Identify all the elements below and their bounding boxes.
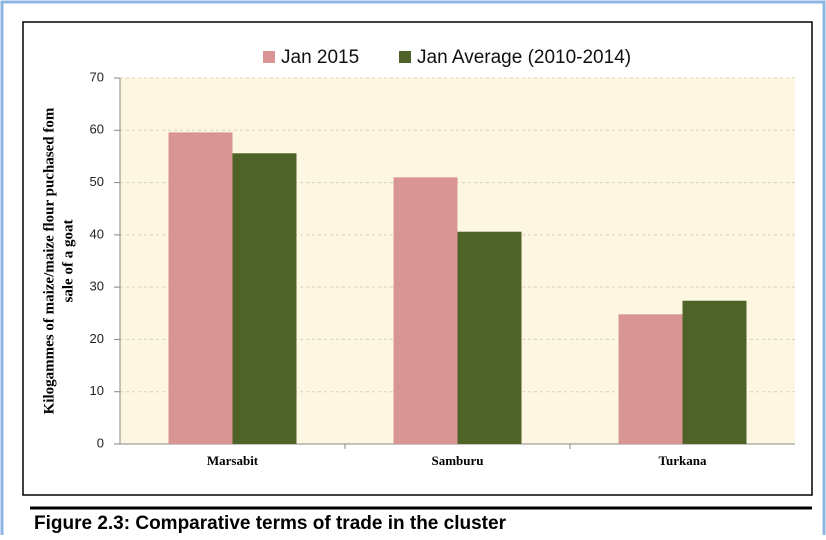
- y-axis-label: Kilogammes of maize/maize flour puchased…: [41, 107, 76, 414]
- bar: [232, 153, 297, 444]
- x-tick-label: Marsabit: [207, 453, 259, 468]
- y-tick-label: 0: [97, 435, 104, 450]
- bar: [618, 314, 683, 444]
- x-tick-label: Samburu: [431, 453, 483, 468]
- bar: [393, 177, 458, 445]
- y-tick-label: 20: [90, 331, 104, 346]
- legend-swatch: [263, 51, 275, 63]
- bar: [457, 231, 522, 444]
- y-tick-label: 10: [90, 383, 104, 398]
- y-axis-label-line: Kilogammes of maize/maize flour puchased…: [41, 107, 57, 414]
- bar: [168, 132, 233, 444]
- caption: Figure 2.3: Comparative terms of trade i…: [34, 513, 507, 534]
- y-tick-label: 30: [90, 279, 104, 294]
- legend-swatch: [399, 51, 411, 63]
- y-tick-label: 40: [90, 226, 104, 241]
- y-tick-label: 50: [90, 174, 104, 189]
- legend-label: Jan 2015: [281, 47, 359, 68]
- x-tick-label: Turkana: [659, 453, 707, 468]
- y-axis-label-line: sale of a goat: [60, 220, 76, 303]
- y-tick-label: 70: [90, 69, 104, 84]
- legend-label: Jan Average (2010-2014): [417, 47, 631, 68]
- bar: [682, 300, 747, 444]
- y-tick-label: 60: [90, 122, 104, 137]
